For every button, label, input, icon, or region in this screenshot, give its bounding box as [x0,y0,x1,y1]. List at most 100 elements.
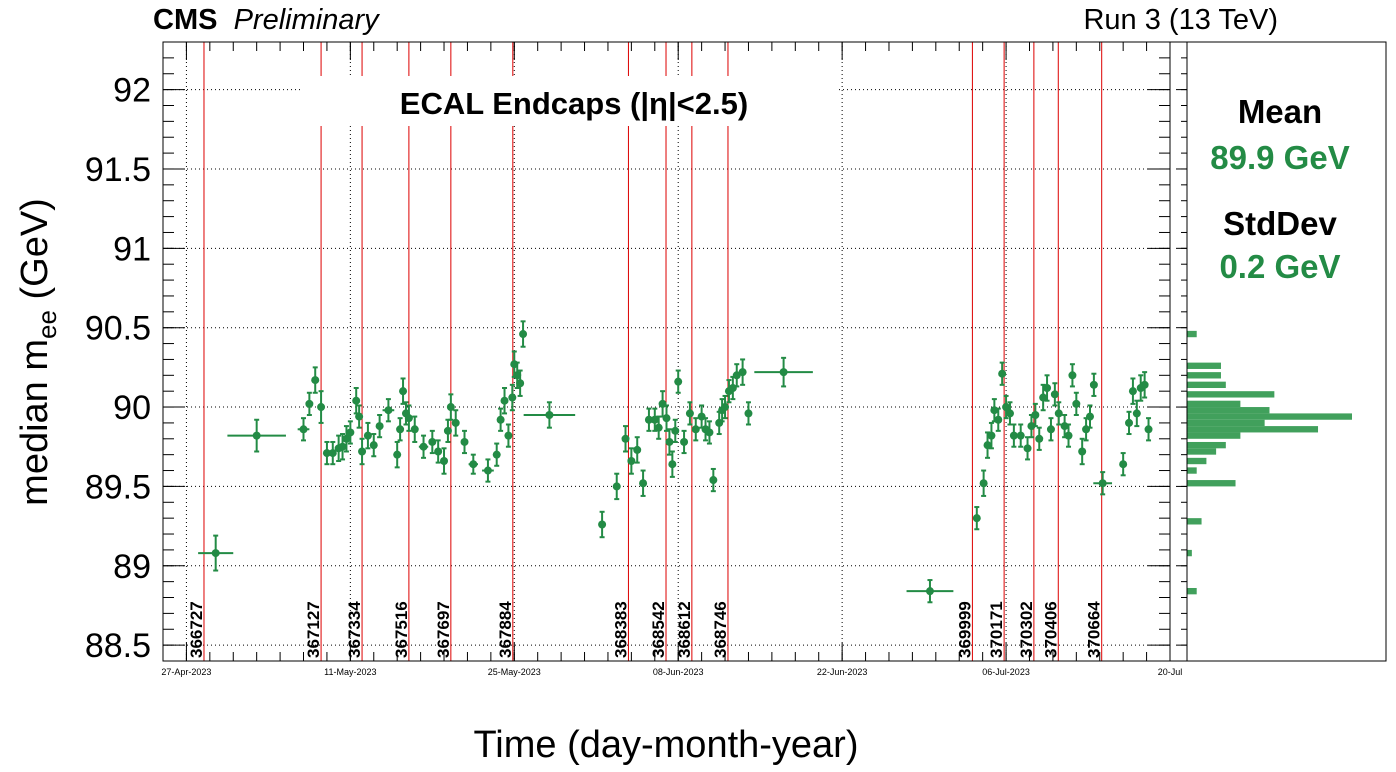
x-tick-label: 25-May-2023 [488,667,541,677]
data-marker [983,441,992,450]
data-point [1016,423,1025,448]
data-point [697,404,706,429]
data-marker [627,457,636,466]
data-marker [434,447,443,456]
data-marker [732,371,741,380]
data-point [346,420,355,445]
data-marker [396,425,405,434]
histogram-bar [1187,587,1197,595]
data-point [1140,371,1149,399]
data-marker [1060,422,1069,431]
histogram-bar [1187,448,1217,455]
histogram-bar [1187,413,1352,420]
histogram-bar [1187,426,1319,433]
data-point [1031,402,1040,428]
histogram-bar [1187,330,1197,338]
data-marker [1140,380,1149,389]
y-tick-label: 89.5 [85,468,151,506]
data-marker [709,476,718,485]
x-tick-label: 11-May-2023 [324,667,376,677]
data-point [1068,363,1077,388]
run-number-label: 370302 [1017,601,1036,658]
experiment-label: CMS [153,4,218,36]
data-marker [1132,409,1141,418]
data-marker [721,403,730,412]
data-point [1144,417,1153,442]
data-marker [1035,434,1044,443]
data-point [738,358,747,386]
y-axis-label-subscript: ee [32,310,62,339]
data-marker [998,369,1007,378]
data-point [1128,377,1137,405]
data-marker [990,406,999,415]
data-marker [211,549,220,558]
data-point [732,363,741,388]
run-number-label: 367884 [496,601,515,658]
data-point [1009,423,1018,448]
data-point [674,369,683,394]
data-marker [680,437,689,446]
data-marker [1089,380,1098,389]
y-tick-labels: 88.5 89 89.5 90 90.5 91 91.5 92 [85,72,151,666]
data-point [382,398,395,423]
run-number-label: 367334 [345,601,364,658]
data-marker [317,403,326,412]
data-marker [1050,390,1059,399]
data-point [1054,401,1063,426]
data-marker [779,368,788,377]
histogram-bar [1187,549,1192,557]
data-marker [545,410,554,419]
data-marker [299,425,308,434]
data-marker [1054,409,1063,418]
data-point [305,391,314,416]
data-point [297,417,310,442]
data-point [1093,471,1113,496]
data-marker [369,441,378,450]
data-point [754,356,813,388]
data-marker [705,428,714,437]
data-marker [1119,460,1128,469]
run-info-label: Run 3 (13 TeV) [1083,4,1278,36]
data-marker [443,426,452,435]
data-point [665,428,674,456]
data-point [658,390,667,418]
data-marker [728,384,737,393]
data-marker [644,415,653,424]
histogram-bar [1187,432,1241,439]
data-marker [252,431,261,440]
data-point [399,377,408,405]
data-marker [665,437,674,446]
run-number-label: 370664 [1085,601,1104,658]
data-marker [987,431,996,440]
data-marker [358,447,367,456]
data-marker [419,442,428,451]
histogram-bar [1187,467,1197,474]
data-point [338,433,347,461]
data-point [369,433,378,458]
data-point [662,404,671,432]
data-point [621,425,630,453]
data-point [998,361,1007,386]
data-point [375,413,384,439]
y-tick-label: 90 [113,389,151,427]
data-marker [1043,384,1052,393]
data-marker [621,434,630,443]
side-panel-frame [1169,41,1387,662]
run-number-label: 367697 [434,601,453,658]
data-point [668,450,677,478]
data-marker [1027,422,1036,431]
data-marker [496,415,505,424]
data-point [404,404,413,432]
data-marker [650,415,659,424]
y-axis-label-unit: (GeV) [14,198,56,310]
data-point [654,415,663,440]
data-marker [1039,393,1048,402]
data-point [1078,437,1087,466]
data-marker [925,587,934,596]
data-point [1072,391,1081,416]
data-marker [483,466,492,475]
run-number-label: 368383 [611,601,630,658]
data-point [598,510,607,539]
data-marker [328,449,337,458]
data-point [410,415,419,443]
